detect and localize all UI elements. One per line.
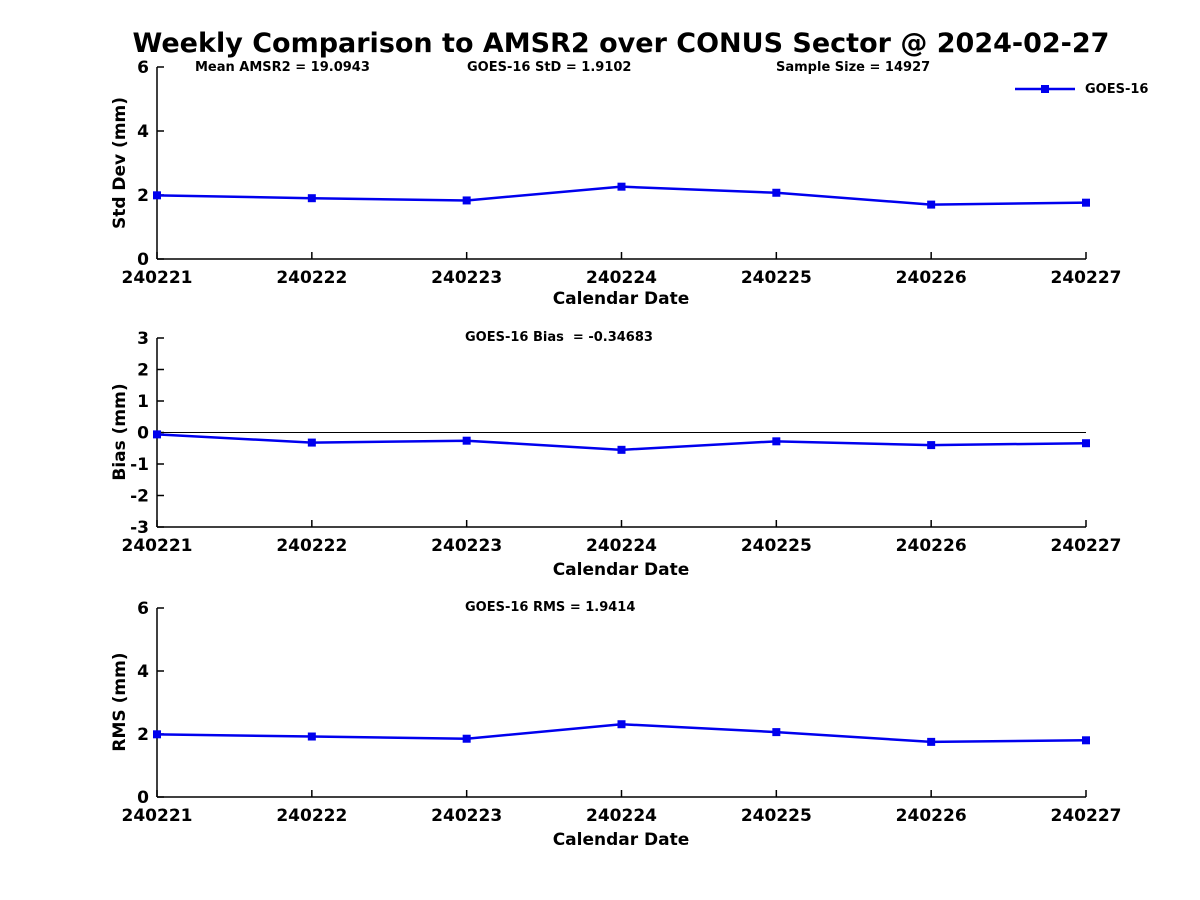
y-tick-label-bias: 3: [137, 329, 149, 349]
y-tick-label-rms: 4: [137, 662, 149, 682]
y-tick-label-std-dev: 4: [137, 122, 149, 142]
y-axis-label-bias: Bias (mm): [110, 383, 130, 481]
x-tick-label-rms: 240225: [741, 806, 812, 826]
data-point-marker-bias: [772, 437, 781, 446]
data-point-marker-rms: [462, 734, 471, 743]
data-point-marker-rms: [772, 728, 781, 737]
x-tick-label-std-dev: 240227: [1051, 268, 1122, 288]
x-tick-label-rms: 240221: [122, 806, 193, 826]
data-point-marker-std-dev: [927, 200, 936, 209]
y-tick-label-bias: -2: [130, 487, 149, 507]
x-tick-label-bias: 240226: [896, 536, 967, 556]
data-point-marker-std-dev: [307, 194, 316, 203]
y-axis-label-rms: RMS (mm): [110, 652, 130, 752]
data-point-marker-bias: [617, 445, 626, 454]
annotation-goes16-std: GOES-16 StD = 1.9102: [467, 60, 632, 75]
data-point-marker-bias: [1082, 439, 1090, 448]
data-point-marker-std-dev: [1082, 198, 1090, 207]
y-tick-label-rms: 0: [137, 788, 149, 808]
x-tick-label-bias: 240225: [741, 536, 812, 556]
legend-line-sample: [1015, 85, 1075, 93]
data-point-marker-rms: [927, 737, 936, 746]
y-tick-label-rms: 6: [137, 599, 149, 619]
data-point-marker-bias: [153, 430, 161, 439]
x-tick-label-std-dev: 240222: [276, 268, 347, 288]
y-tick-label-std-dev: 2: [137, 186, 149, 206]
y-tick-label-std-dev: 6: [137, 58, 149, 78]
data-point-marker-bias: [927, 441, 936, 450]
data-point-marker-bias: [307, 438, 316, 447]
legend-label-goes16: GOES-16: [1085, 81, 1149, 97]
x-tick-label-std-dev: 240224: [586, 268, 657, 288]
x-tick-label-bias: 240224: [586, 536, 657, 556]
y-axis-label-std-dev: Std Dev (mm): [110, 96, 130, 230]
data-point-marker-std-dev: [462, 196, 471, 205]
legend: GOES-16: [1014, 81, 1148, 97]
x-tick-label-std-dev: 240223: [431, 268, 502, 288]
x-tick-label-rms: 240223: [431, 806, 502, 826]
data-point-marker-rms: [1082, 736, 1090, 745]
x-tick-label-bias: 240222: [276, 536, 347, 556]
x-tick-label-bias: 240221: [122, 536, 193, 556]
y-tick-label-bias: 0: [137, 424, 149, 444]
x-tick-label-rms: 240226: [896, 806, 967, 826]
annotation-sample-size: Sample Size = 14927: [776, 60, 931, 75]
x-tick-label-std-dev: 240225: [741, 268, 812, 288]
y-tick-label-bias: 2: [137, 361, 149, 381]
x-axis-label-panel3: Calendar Date: [552, 830, 690, 850]
page-title: Weekly Comparison to AMSR2 over CONUS Se…: [132, 28, 1110, 59]
x-tick-label-rms: 240224: [586, 806, 657, 826]
x-tick-label-rms: 240227: [1051, 806, 1122, 826]
x-tick-label-bias: 240227: [1051, 536, 1122, 556]
x-tick-label-bias: 240223: [431, 536, 502, 556]
data-point-marker-std-dev: [617, 182, 626, 191]
y-tick-label-bias: 1: [137, 392, 149, 412]
data-point-marker-rms: [617, 720, 626, 729]
x-axis-label-panel1: Calendar Date: [552, 289, 690, 309]
data-point-marker-std-dev: [153, 191, 161, 200]
x-tick-label-rms: 240222: [276, 806, 347, 826]
data-point-marker-rms: [153, 730, 161, 739]
y-tick-label-rms: 2: [137, 725, 149, 745]
y-tick-label-bias: -1: [130, 455, 149, 475]
data-point-marker-rms: [307, 732, 316, 741]
y-tick-label-bias: -3: [130, 518, 149, 538]
x-axis-label-panel2: Calendar Date: [552, 560, 690, 580]
annotation-goes16-rms: GOES-16 RMS = 1.9414: [465, 600, 636, 615]
annotation-mean-amsr2: Mean AMSR2 = 19.0943: [195, 60, 370, 75]
annotation-goes16-bias: GOES-16 Bias = -0.34683: [465, 330, 653, 345]
data-point-marker-std-dev: [772, 188, 781, 197]
data-point-marker-bias: [462, 436, 471, 445]
y-tick-label-std-dev: 0: [137, 250, 149, 270]
x-tick-label-std-dev: 240221: [122, 268, 193, 288]
x-tick-label-std-dev: 240226: [896, 268, 967, 288]
